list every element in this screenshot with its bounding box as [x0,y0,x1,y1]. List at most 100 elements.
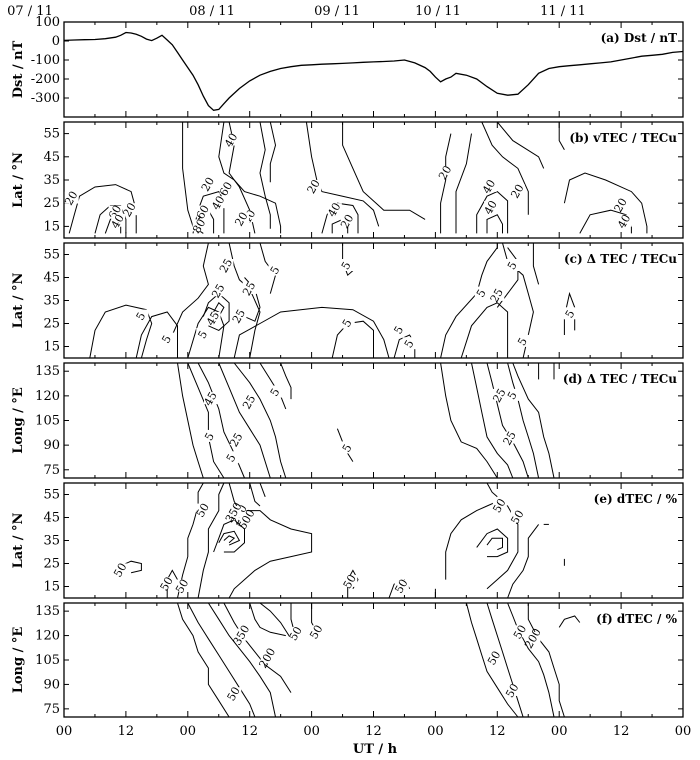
contour-line [486,537,503,551]
panel-frame [63,21,684,118]
contour-label: 50 [307,623,325,642]
panel-d-delta-tec-long: 75 90 105 120 135 Long / °E (d) Δ TEC / TECu 45… [11,362,684,479]
contour-label-bg [503,431,518,444]
contour-label-bg [492,499,507,511]
y-tick-label: 35 [43,173,60,188]
contour-line [440,243,498,359]
y-tick-label: 100 [35,15,60,30]
contour-label-bg [268,263,283,276]
date-label: 09 / 11 [314,4,360,19]
contour-label: 40 [480,177,498,196]
panel-title: (f) dTEC / % [596,612,677,626]
contour-line [249,602,286,637]
contour-label-bg [196,205,211,218]
contour-label-bg [474,286,489,299]
contour-label-bg [227,505,242,518]
y-tick-label: 55 [43,488,60,503]
contour-line [342,122,426,220]
contour-label-bg [113,563,128,576]
contour-label-bg [175,579,190,592]
contour-label-bg [206,311,221,324]
contour-line [527,603,565,718]
contour-label: 20 [199,175,217,194]
contour-label: 50 [341,572,359,591]
contour-line [321,202,359,234]
contour-label-bg [505,683,520,696]
contour-line [507,602,555,718]
y-tick-label: 25 [43,196,60,211]
contour-label: 45 [201,390,219,409]
contour-label-bg [402,337,417,350]
contour-label-bg [224,133,239,146]
contour-label: 50 [225,685,243,704]
y-tick-label: 55 [43,248,60,263]
contour-line [187,602,256,718]
contour-line [259,482,266,497]
contour-label-bg [309,625,324,638]
contour-label-bg [234,628,249,641]
y-tick-label: 35 [43,294,60,309]
contour-line [440,133,452,234]
contour-label: 20 [120,201,138,220]
contour-lines [177,602,581,718]
contour-line [331,320,374,359]
x-tick-label: 00 [675,724,692,739]
contour-label-bg [438,166,453,179]
y-tick-label: 45 [43,511,60,526]
contour-label-bg [340,316,355,329]
contour-line [177,482,204,599]
contour-label-bg [192,219,207,232]
y-tick-label: 135 [35,364,60,379]
y-tick-label: 25 [43,557,60,572]
contour-line [481,121,529,215]
contour-label: 20 [612,196,630,215]
contour-line [512,362,555,479]
contour-label-bg [224,451,239,464]
contour-label-bg [340,214,355,227]
contour-label-bg [219,259,234,271]
contour-label-bg [260,651,275,664]
contour-line [496,121,545,169]
contour-line [135,311,178,359]
date-label: 07 / 11 [7,4,53,19]
contour-label: 50 [158,575,176,594]
contour-line [465,602,519,718]
contour-label: 20 [62,189,80,208]
date-label: 11 / 11 [540,4,586,19]
contour-line [532,243,540,285]
contour-line [233,306,390,359]
contour-line [177,602,230,718]
contour-line [471,362,514,479]
contour-label: 25 [209,282,227,301]
contour-line [197,482,225,599]
contour-line [233,362,287,479]
date-labels: 07 / 11 08 / 11 09 / 11 10 / 11 11 / 11 [7,4,586,19]
contour-label-bg [339,259,354,271]
contour-label: 25 [227,431,245,450]
panel-title: (c) Δ TEC / TECu [564,252,677,266]
contour-lines [89,242,576,359]
contour-line [187,362,225,479]
contour-line [202,292,230,331]
contour-label-bg [510,510,525,523]
contour-label: 25 [240,393,258,412]
x-axis-label: UT / h [353,742,398,757]
contour-line [177,362,204,479]
y-tick-label: 135 [35,604,60,619]
contour-label: 20 [508,182,526,201]
contour-label: 40 [209,194,227,213]
contour-line [171,242,209,336]
contour-label: 25 [488,286,506,305]
contour-label-bg [204,392,219,405]
contour-label-bg [201,177,216,190]
contour-label: 20 [338,212,356,231]
contour-line [249,482,261,507]
panel-title: (b) vTEC / TECu [569,131,677,145]
contour-line [460,302,509,359]
contour-label-bg [392,323,407,336]
panel-a-dst: -300 -200 -100 0 100 Dst / nT (a) Dst / nT [11,15,684,118]
x-tick-label: 12 [365,724,382,739]
contour-line [223,602,292,693]
contour-label: 45 [204,309,222,328]
